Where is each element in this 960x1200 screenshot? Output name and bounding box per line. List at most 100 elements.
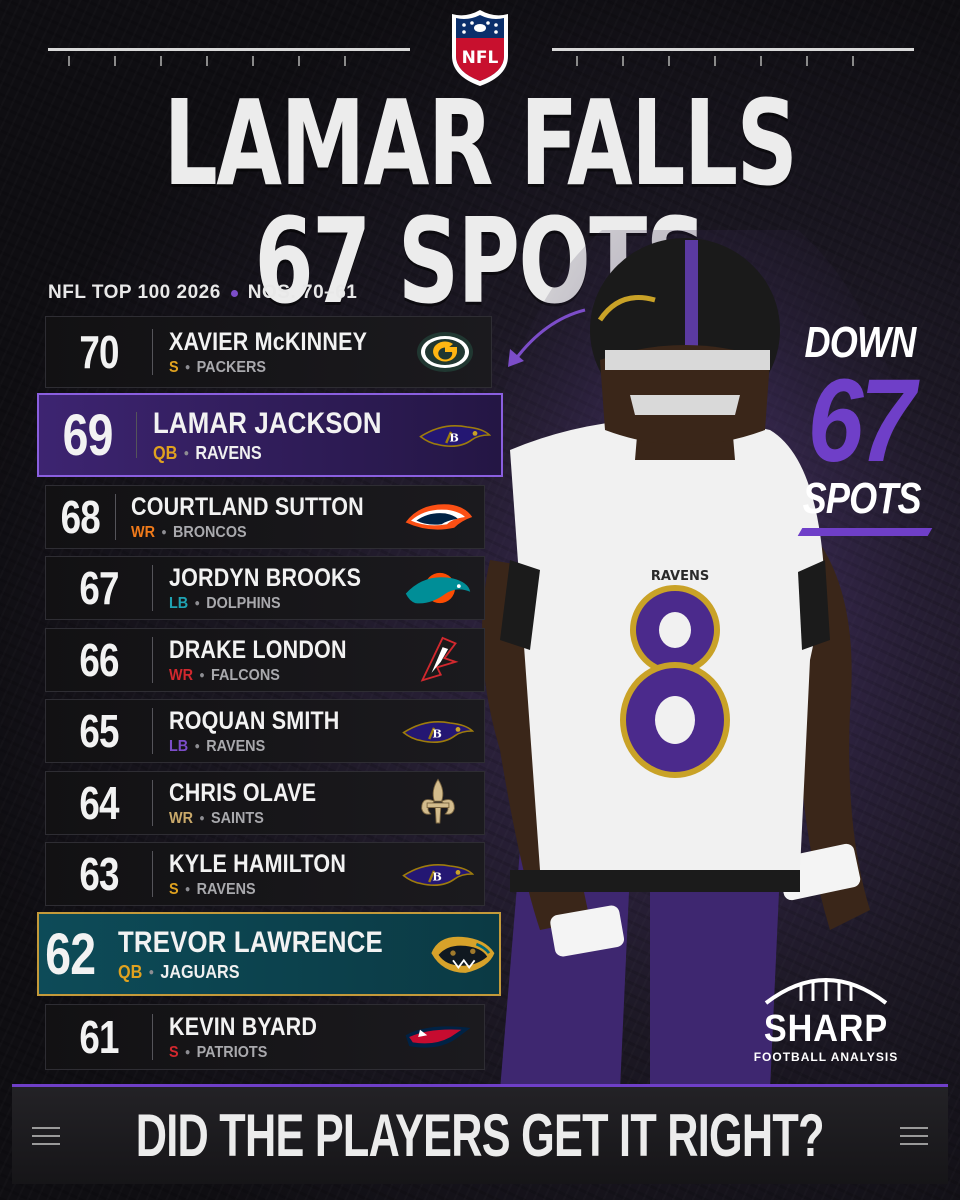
player-position: WR (169, 666, 193, 684)
player-info: DRAKE LONDON WR ● FALCONS (169, 636, 402, 685)
rank-number: 63 (79, 848, 119, 900)
player-meta: S ● RAVENS (169, 881, 379, 899)
header-rule-left (48, 48, 410, 51)
player-name: TREVOR LAWRENCE (117, 925, 383, 959)
row-divider (152, 565, 153, 611)
ranking-row: 62 TREVOR LAWRENCE QB ● JAGUARS (37, 912, 501, 996)
rank-number: 64 (79, 777, 119, 829)
banner-ticks-left (32, 1127, 60, 1145)
down-callout: DOWN 67 SPOTS (790, 318, 930, 524)
player-info: XAVIER McKINNEY S ● PACKERS (169, 328, 409, 377)
player-team: PATRIOTS (196, 1043, 268, 1061)
rank-number: 61 (79, 1011, 119, 1063)
meta-bullet: ● (183, 447, 190, 459)
header-ticks-right (576, 56, 854, 66)
player-meta: QB ● JAGUARS (118, 962, 395, 983)
subhead-range: NOS. 70–61 (247, 282, 358, 303)
player-info: CHRIS OLAVE WR ● SAINTS (169, 779, 402, 828)
nfl-shield-logo: NFL (452, 10, 508, 86)
spots-label: SPOTS (802, 474, 922, 524)
player-meta: LB ● RAVENS (169, 738, 379, 756)
player-position: QB (117, 961, 142, 982)
player-name: KEVIN BYARD (169, 1012, 318, 1041)
player-position: S (169, 1043, 179, 1061)
player-team: DOLPHINS (206, 594, 281, 612)
ranking-row: 61 KEVIN BYARD S ● PATRIOTS (45, 1004, 485, 1070)
player-position: WR (169, 809, 193, 827)
player-name: KYLE HAMILTON (169, 849, 347, 878)
player-meta: WR ● SAINTS (169, 810, 379, 828)
player-position: WR (131, 523, 156, 541)
svg-text:B: B (432, 869, 441, 883)
row-divider (114, 494, 116, 540)
player-meta: QB ● RAVENS (153, 443, 392, 464)
bottom-question: DID THE PLAYERS GET IT RIGHT? (136, 1102, 825, 1169)
player-meta: S ● PACKERS (169, 359, 385, 377)
player-name: DRAKE LONDON (169, 635, 347, 664)
header-rule-right (552, 48, 914, 51)
brand-tagline: FOOTBALL ANALYSIS (753, 1050, 899, 1064)
ranking-row: 65 ROQUAN SMITH LB ● RAVENS B (45, 699, 485, 763)
player-meta: WR ● FALCONS (169, 667, 379, 685)
subhead-series: NFL TOP 100 2026 (48, 282, 221, 303)
player-meta: S ● PATRIOTS (169, 1044, 379, 1062)
patriots-logo-icon (402, 1012, 474, 1062)
meta-bullet: ● (148, 966, 154, 978)
row-divider (152, 637, 153, 683)
meta-bullet: ● (199, 670, 205, 681)
row-divider (152, 780, 153, 826)
meta-bullet: ● (194, 741, 200, 752)
meta-bullet: ● (161, 527, 167, 538)
ranking-row: 64 CHRIS OLAVE WR ● SAINTS (45, 771, 485, 835)
player-team: JAGUARS (159, 961, 240, 982)
ranking-row: 67 JORDYN BROOKS LB ● DOLPHINS (45, 556, 485, 620)
player-position: LB (169, 594, 189, 612)
player-info: KYLE HAMILTON S ● RAVENS (169, 850, 402, 899)
ravens-logo-icon: B (402, 706, 474, 756)
stadium-arc-icon (764, 978, 888, 1005)
player-meta: LB ● DOLPHINS (169, 595, 379, 613)
player-team: RAVENS (195, 442, 262, 463)
player-team: PACKERS (196, 358, 266, 376)
callout-arrow (508, 308, 586, 367)
row-divider (152, 329, 153, 375)
ravens-logo-icon: B (402, 849, 474, 899)
meta-bullet: ● (184, 1047, 191, 1058)
ranking-row: 63 KYLE HAMILTON S ● RAVENS B (45, 842, 485, 906)
ranking-row: 69 LAMAR JACKSON QB ● RAVENS B (37, 393, 503, 477)
svg-text:B: B (432, 726, 441, 740)
jaguars-logo-icon (426, 929, 498, 979)
player-position: S (169, 358, 179, 376)
rank-number: 69 (62, 402, 114, 468)
player-team: SAINTS (211, 809, 264, 827)
player-info: ROQUAN SMITH LB ● RAVENS (169, 707, 402, 756)
player-name: COURTLAND SUTTON (131, 492, 365, 521)
ravens-logo-icon: B (419, 410, 491, 460)
bottom-banner: DID THE PLAYERS GET IT RIGHT? (12, 1084, 948, 1184)
subhead-dot (230, 289, 238, 297)
svg-text:B: B (449, 430, 458, 444)
rank-number: 68 (60, 491, 101, 543)
player-team: BRONCOS (173, 523, 247, 541)
headline: LAMAR FALLS 67 SPOTS (163, 74, 798, 330)
player-info: LAMAR JACKSON QB ● RAVENS (153, 407, 419, 464)
player-info: COURTLAND SUTTON WR ● BRONCOS (131, 493, 402, 542)
player-info: JORDYN BROOKS LB ● DOLPHINS (169, 564, 402, 613)
player-name: CHRIS OLAVE (169, 778, 317, 807)
player-team: RAVENS (206, 737, 266, 755)
player-position: LB (169, 737, 189, 755)
rank-number: 65 (79, 705, 119, 757)
header-ticks-left (68, 56, 346, 66)
row-divider (136, 412, 138, 458)
svg-text:RAVENS: RAVENS (651, 569, 709, 584)
callout-underline (797, 528, 933, 536)
player-team: FALCONS (211, 666, 280, 684)
meta-bullet: ● (199, 813, 205, 824)
row-divider (152, 1014, 153, 1060)
row-divider (152, 851, 153, 897)
player-team: RAVENS (196, 880, 256, 898)
saints-logo-icon (402, 778, 474, 828)
meta-bullet: ● (194, 598, 200, 609)
broncos-logo-icon (402, 492, 474, 542)
down-number: 67 (807, 355, 916, 487)
